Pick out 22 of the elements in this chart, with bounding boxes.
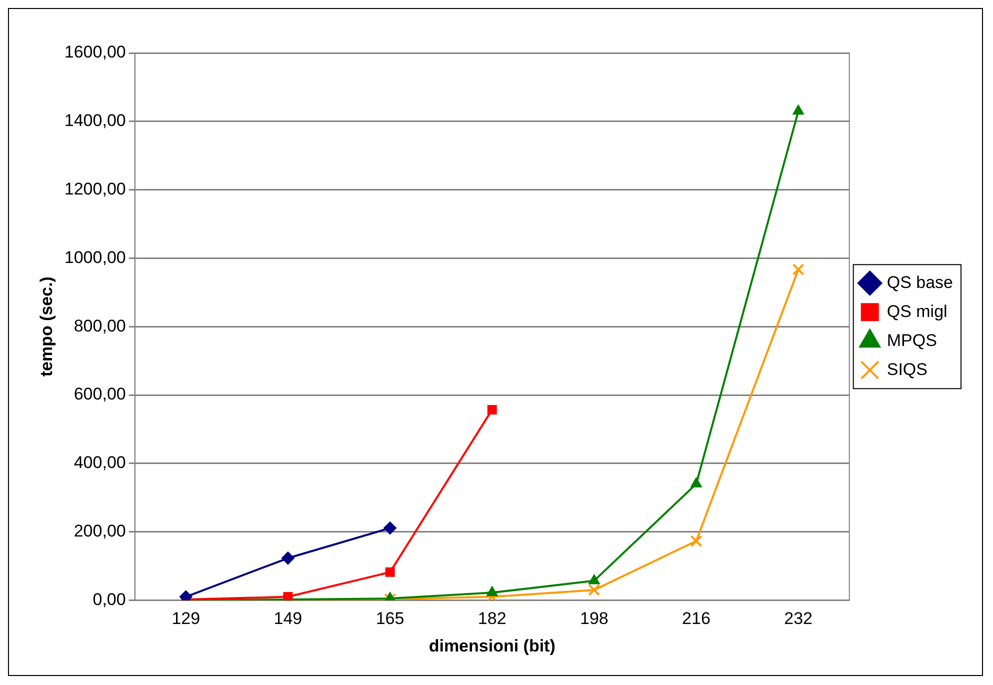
x-tick-label: 216 <box>682 609 710 628</box>
y-axis-title: tempo (sec.) <box>36 276 56 377</box>
y-tick-label: 1400,00 <box>64 111 126 130</box>
x-tick-label: 232 <box>784 609 813 628</box>
legend-label: QS migl <box>886 302 948 321</box>
legend-label: MPQS <box>886 330 937 350</box>
x-tick-label: 149 <box>274 609 302 628</box>
x-tick-label: 165 <box>376 609 404 628</box>
y-tick-label: 1600,00 <box>64 42 126 62</box>
y-tick-label: 600,00 <box>74 384 126 404</box>
x-tick-label: 129 <box>172 609 200 628</box>
x-tick-label: 182 <box>478 609 506 628</box>
y-tick-label: 1200,00 <box>64 179 126 198</box>
x-tick-label: 198 <box>580 609 608 628</box>
y-tick-label: 0,00 <box>92 590 126 609</box>
legend-label: SIQS <box>886 360 928 379</box>
y-tick-label: 1000,00 <box>64 248 126 267</box>
legend-label: QS base <box>886 272 954 292</box>
y-tick-label: 200,00 <box>74 521 126 540</box>
y-tick-label: 800,00 <box>74 316 126 336</box>
y-tick-label: 400,00 <box>74 453 126 472</box>
x-axis-title: dimensioni (bit) <box>428 636 556 656</box>
